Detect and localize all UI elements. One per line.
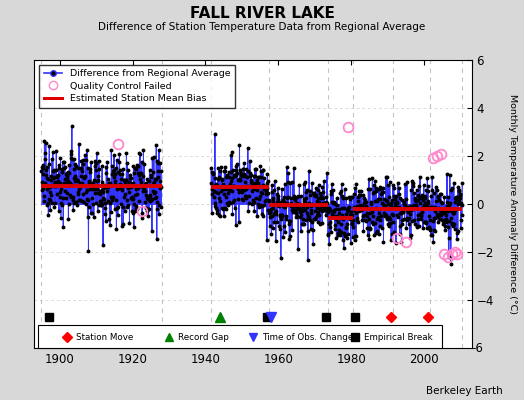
Bar <box>38 325 442 348</box>
Text: Station Move: Station Move <box>76 333 133 342</box>
Text: FALL RIVER LAKE: FALL RIVER LAKE <box>190 6 334 21</box>
Text: Empirical Break: Empirical Break <box>364 333 433 342</box>
Text: Berkeley Earth: Berkeley Earth <box>427 386 503 396</box>
Text: Record Gap: Record Gap <box>178 333 229 342</box>
Y-axis label: Monthly Temperature Anomaly Difference (°C): Monthly Temperature Anomaly Difference (… <box>508 94 517 314</box>
Legend: Difference from Regional Average, Quality Control Failed, Estimated Station Mean: Difference from Regional Average, Qualit… <box>39 65 235 108</box>
Text: Difference of Station Temperature Data from Regional Average: Difference of Station Temperature Data f… <box>99 22 425 32</box>
Text: -6: -6 <box>472 342 484 354</box>
Text: Time of Obs. Change: Time of Obs. Change <box>262 333 353 342</box>
